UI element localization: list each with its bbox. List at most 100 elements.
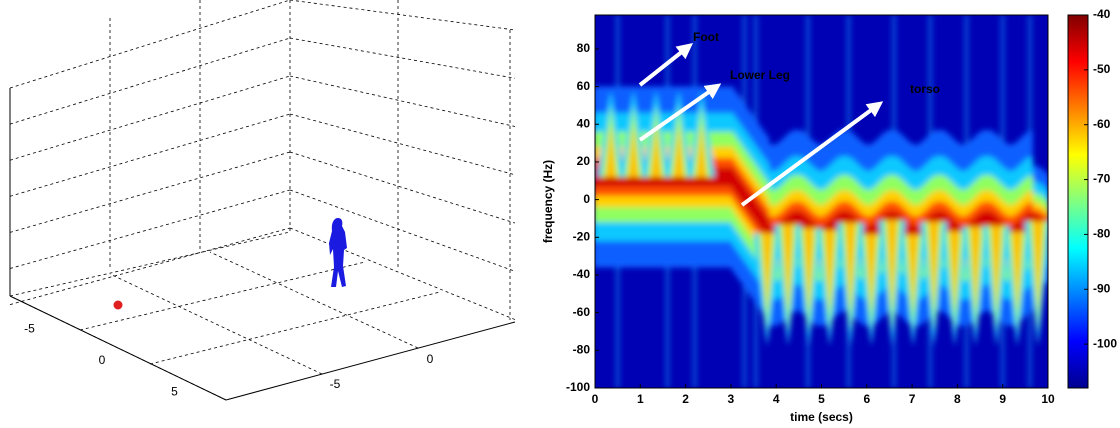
- texture: [782, 224, 794, 313]
- texture: [737, 179, 743, 198]
- grid-line: [289, 151, 516, 224]
- texture: [990, 226, 1002, 313]
- y-tick-label: 20: [577, 154, 591, 168]
- texture: [803, 228, 815, 313]
- texture: [840, 211, 846, 230]
- colorbar-tick-label: -90: [1093, 281, 1111, 295]
- colorbar-tick-label: -80: [1093, 227, 1111, 241]
- grid-line: [9, 151, 291, 233]
- grid-line: [289, 37, 516, 79]
- scene-panel: -5 0 5 -5 0: [9, 0, 516, 401]
- texture: [761, 233, 773, 313]
- grid-line: [9, 0, 291, 89]
- annotation: Lower Leg: [730, 68, 790, 82]
- grid-line: [289, 227, 516, 320]
- texture: [938, 211, 944, 230]
- texture: [862, 225, 868, 244]
- x-tick-label: 0: [592, 392, 599, 406]
- grid-line: [289, 189, 516, 272]
- grid-line: [9, 227, 291, 305]
- texture: [875, 220, 881, 240]
- grid-line: [9, 37, 291, 125]
- grid-line: [209, 251, 419, 349]
- walking-figure: [329, 218, 347, 287]
- x-tick-label: -5: [24, 322, 35, 336]
- grid-line: [9, 75, 291, 161]
- texture: [794, 210, 800, 230]
- texture: [750, 198, 756, 218]
- texture: [951, 221, 957, 241]
- texture: [747, 194, 753, 214]
- texture: [756, 206, 762, 225]
- texture: [908, 224, 914, 244]
- texture: [1011, 232, 1023, 313]
- texture: [949, 218, 955, 238]
- y-tick-label: -60: [573, 305, 591, 319]
- grid-line: [289, 0, 516, 31]
- texture: [845, 211, 851, 231]
- texture: [935, 211, 941, 230]
- texture: [832, 216, 838, 236]
- texture: [1017, 221, 1023, 241]
- texture: [989, 212, 995, 232]
- x-tick-label: 7: [909, 392, 916, 406]
- texture: [726, 167, 732, 187]
- texture: [946, 216, 952, 235]
- y-tick-label: -5: [330, 377, 341, 391]
- texture: [905, 222, 911, 242]
- texture: [761, 213, 767, 233]
- radar-marker: [113, 300, 123, 310]
- annotation-arrow: [638, 43, 694, 87]
- texture: [992, 214, 998, 234]
- texture: [720, 167, 726, 187]
- texture: [1019, 218, 1025, 238]
- colorbar-tick-label: -40: [1093, 7, 1111, 21]
- annotation-arrow: [740, 101, 884, 207]
- texture: [764, 217, 770, 237]
- texture: [728, 167, 734, 187]
- texture: [799, 212, 805, 232]
- texture: [824, 230, 836, 313]
- texture: [1030, 214, 1036, 227]
- texture: [837, 212, 843, 232]
- x-tick-label: 0: [99, 353, 106, 367]
- x-tick-label: 8: [954, 392, 961, 406]
- texture: [696, 124, 707, 178]
- grid-line: [9, 231, 291, 297]
- texture: [981, 211, 987, 231]
- grid-line: [9, 295, 227, 401]
- annotation: Foot: [693, 30, 719, 44]
- spectrogram-texture: [595, 15, 1048, 388]
- texture: [949, 231, 961, 313]
- x-tick-label: 9: [999, 392, 1006, 406]
- y-tick-label: -80: [573, 342, 591, 356]
- colorbar: [1067, 14, 1089, 389]
- x-tick-label: 5: [171, 385, 178, 399]
- texture: [650, 124, 662, 178]
- y-axis-label: frequency (Hz): [541, 160, 555, 243]
- texture: [932, 212, 938, 231]
- grid-line: [289, 75, 516, 127]
- y-tick-label: -100: [566, 380, 590, 394]
- texture: [870, 224, 876, 244]
- texture: [907, 235, 919, 313]
- texture: [829, 219, 835, 239]
- grid-line: [79, 261, 366, 331]
- texture: [796, 211, 802, 231]
- y-tick-label: 60: [577, 79, 591, 93]
- texture: [628, 124, 639, 178]
- x-tick-label: 5: [818, 392, 825, 406]
- y-tick-label: -20: [573, 229, 591, 243]
- x-tick-label: 1: [637, 392, 644, 406]
- texture: [843, 210, 849, 230]
- texture: [987, 211, 993, 231]
- texture: [791, 211, 797, 231]
- texture: [845, 222, 856, 313]
- x-tick-label: 3: [728, 392, 735, 406]
- y-tick-label: 0: [427, 352, 434, 366]
- texture: [865, 234, 877, 313]
- y-tick-label: -40: [573, 267, 591, 281]
- x-tick-label: 4: [773, 392, 780, 406]
- texture: [984, 210, 990, 230]
